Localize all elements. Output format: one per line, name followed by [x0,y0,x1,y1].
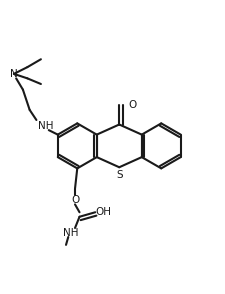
Text: N: N [10,69,18,79]
Text: OH: OH [95,207,111,217]
Text: NH: NH [63,228,78,238]
Text: NH: NH [38,121,53,131]
Text: O: O [128,100,137,110]
Text: S: S [116,170,123,180]
Text: O: O [71,195,79,205]
